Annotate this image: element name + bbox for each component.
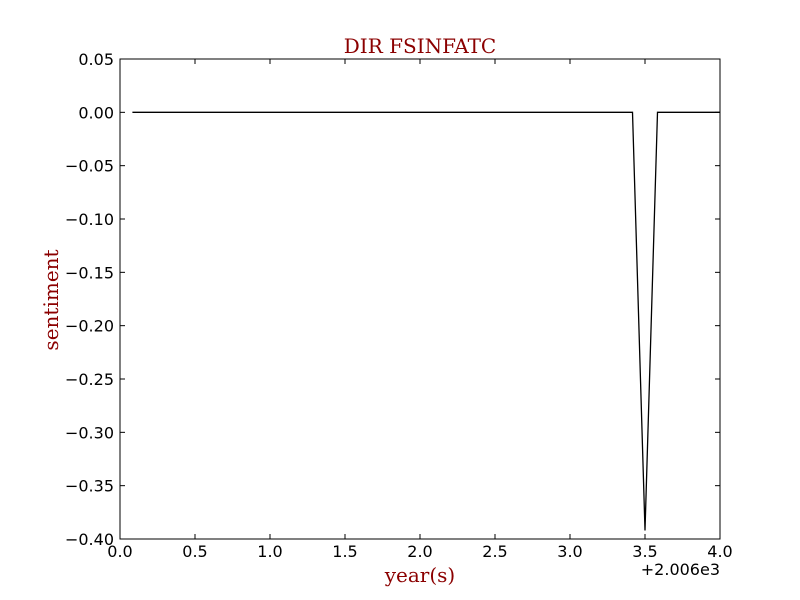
y-tick-label: 0.05 bbox=[78, 50, 114, 69]
y-tick-label: −0.35 bbox=[65, 477, 114, 496]
x-tick-label: 2.0 bbox=[407, 542, 432, 561]
y-tick-label: −0.10 bbox=[65, 210, 114, 229]
x-tick-label: 3.0 bbox=[557, 542, 582, 561]
x-tick-label: 2.5 bbox=[482, 542, 507, 561]
y-tick-label: −0.30 bbox=[65, 423, 114, 442]
y-tick-label: −0.15 bbox=[65, 263, 114, 282]
y-tick-label: −0.05 bbox=[65, 157, 114, 176]
y-tick-label: 0.00 bbox=[78, 103, 114, 122]
plot-area: 0.0 0.5 1.0 1.5 2.0 2.5 3.0 3.5 4.0 0.05 0.00 −0.05… bbox=[65, 50, 733, 561]
x-tick-label: 1.0 bbox=[257, 542, 282, 561]
x-tick-label: 4.0 bbox=[707, 542, 732, 561]
y-tick-label: −0.40 bbox=[65, 530, 114, 549]
y-tick-label: −0.25 bbox=[65, 370, 114, 389]
x-tick-label: 0.5 bbox=[182, 542, 207, 561]
series-line bbox=[132, 111, 720, 531]
y-tick-label: −0.20 bbox=[65, 317, 114, 336]
x-tick-label: 0.0 bbox=[107, 542, 132, 561]
x-axis-label: year(s) bbox=[384, 563, 456, 587]
plot-frame bbox=[119, 58, 721, 540]
y-axis-label: sentiment bbox=[39, 249, 63, 350]
x-offset-label: +2.006e3 bbox=[641, 560, 720, 579]
chart-title: DIR FSINFATC bbox=[344, 34, 496, 58]
x-tick-label: 1.5 bbox=[332, 542, 357, 561]
x-tick-label: 3.5 bbox=[632, 542, 657, 561]
